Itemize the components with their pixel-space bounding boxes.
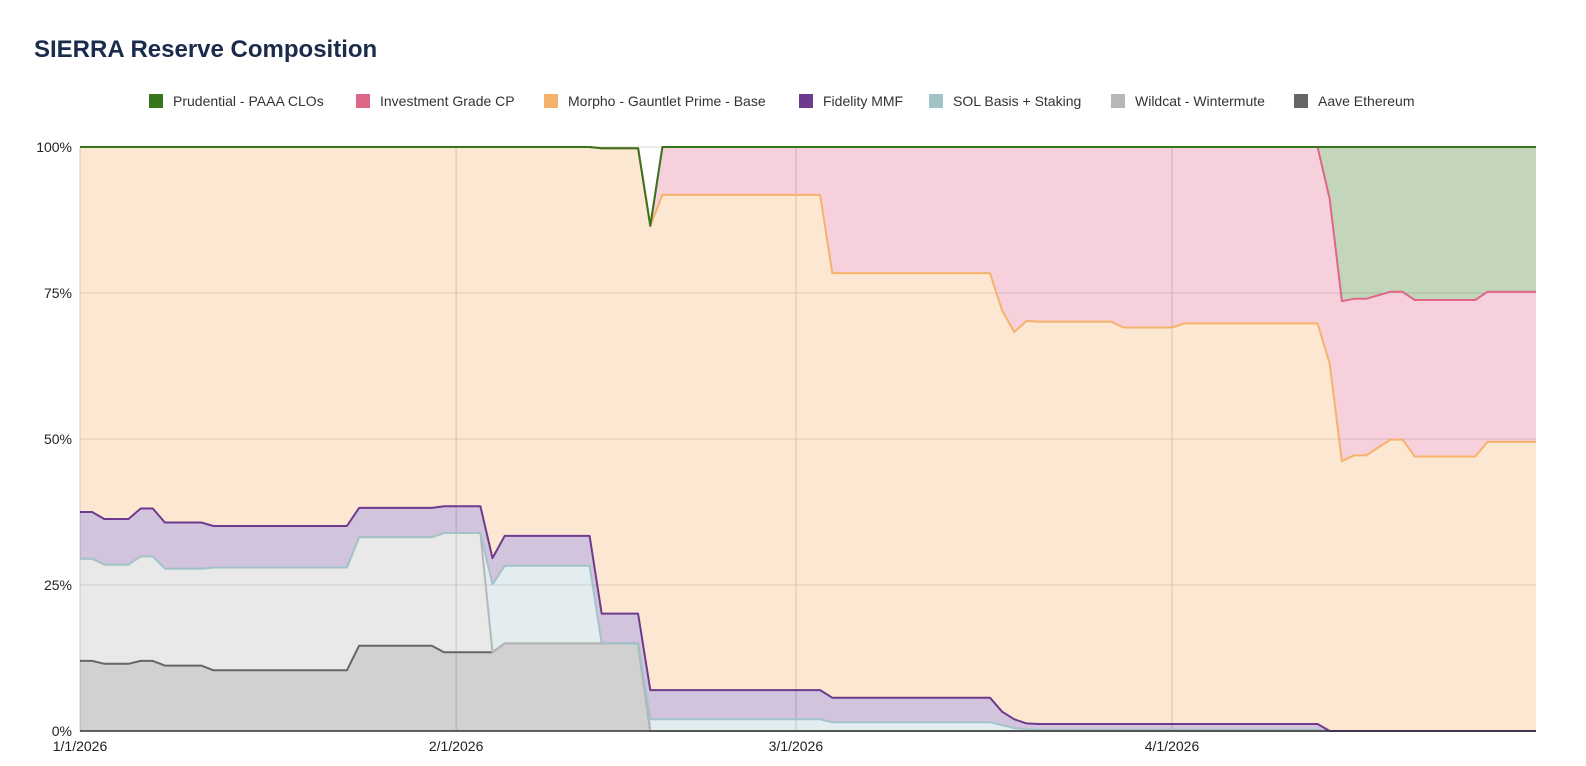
x-tick-label: 3/1/2026 — [769, 738, 824, 754]
legend-swatch-investment-grade-cp — [356, 94, 370, 108]
legend-label-fidelity-mmf: Fidelity MMF — [823, 93, 904, 109]
y-tick-label: 75% — [44, 285, 72, 301]
legend-swatch-prudential — [149, 94, 163, 108]
y-tick-label: 0% — [52, 723, 72, 739]
area-fidelity-mmf — [80, 506, 1536, 731]
area-morpho-gauntlet-prime-base — [80, 147, 1536, 731]
area-wildcat-wintermute — [80, 533, 1536, 731]
legend-item-aave-ethereum[interactable]: Aave Ethereum — [1294, 93, 1415, 109]
legend-item-fidelity-mmf[interactable]: Fidelity MMF — [799, 93, 903, 109]
legend-item-wildcat[interactable]: Wildcat - Wintermute — [1111, 93, 1265, 109]
chart-title: SIERRA Reserve Composition — [34, 36, 378, 63]
axes: 0% 25% 50% 75% 100% 1/1/2026 2/1/2026 3/1/2026 4… — [36, 139, 1536, 754]
x-tick-label: 2/1/2026 — [429, 738, 484, 754]
legend-item-sol-basis[interactable]: SOL Basis + Staking — [929, 93, 1081, 109]
x-tick-label: 1/1/2026 — [53, 738, 108, 754]
series-areas — [80, 147, 1536, 731]
legend-swatch-morpho — [544, 94, 558, 108]
area-aave-ethereum — [80, 643, 1536, 731]
area-investment-grade-cp — [80, 147, 1536, 462]
y-tick-label: 100% — [36, 139, 72, 155]
legend-swatch-sol-basis — [929, 94, 943, 108]
legend-item-investment-grade-cp[interactable]: Investment Grade CP — [356, 93, 515, 109]
y-tick-label: 50% — [44, 431, 72, 447]
y-tick-label: 25% — [44, 577, 72, 593]
area-prudential-paaa-clos — [80, 147, 1536, 302]
legend-label-wildcat: Wildcat - Wintermute — [1135, 93, 1265, 109]
legend-label-prudential: Prudential - PAAA CLOs — [173, 93, 324, 109]
legend-item-prudential[interactable]: Prudential - PAAA CLOs — [149, 93, 324, 109]
x-tick-label: 4/1/2026 — [1145, 738, 1200, 754]
legend-item-morpho[interactable]: Morpho - Gauntlet Prime - Base — [544, 93, 766, 109]
legend-label-morpho: Morpho - Gauntlet Prime - Base — [568, 93, 766, 109]
legend-label-sol-basis: SOL Basis + Staking — [953, 93, 1082, 109]
line-prudential-paaa-clos — [80, 146, 1536, 227]
legend-label-aave-ethereum: Aave Ethereum — [1318, 93, 1415, 109]
legend-swatch-wildcat — [1111, 94, 1125, 108]
legend-swatch-aave-ethereum — [1294, 94, 1308, 108]
legend-label-investment-grade-cp: Investment Grade CP — [380, 93, 515, 109]
chart-legend: Prudential - PAAA CLOs Investment Grade … — [0, 93, 1586, 113]
legend-swatch-fidelity-mmf — [799, 94, 813, 108]
